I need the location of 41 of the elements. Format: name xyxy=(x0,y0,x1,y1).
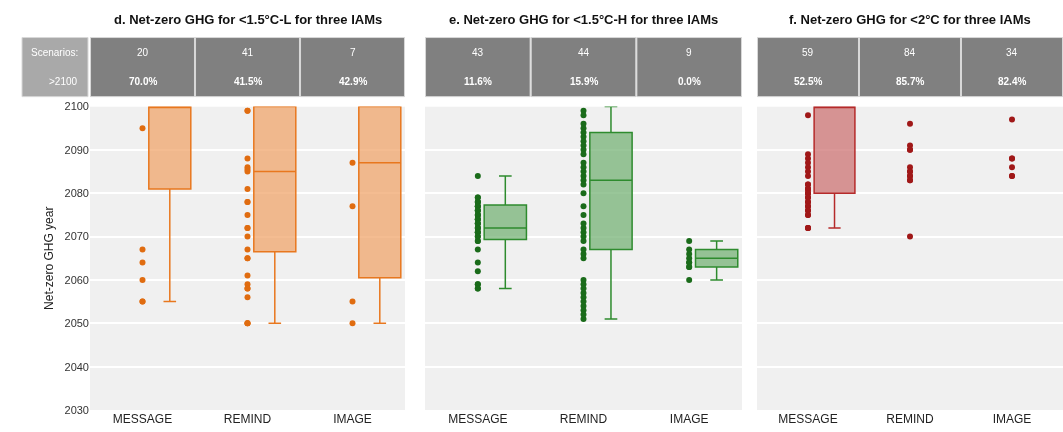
text: >2100 xyxy=(49,76,78,87)
x-tick-label: REMIND xyxy=(559,412,608,426)
text: 43 xyxy=(472,47,484,58)
x-tick-label: MESSAGE xyxy=(448,412,508,426)
text: 42.9% xyxy=(339,76,368,87)
y-tick-label: 2090 xyxy=(64,143,89,156)
y-tick-label: 2100 xyxy=(64,100,89,113)
y-tick-label: 2030 xyxy=(64,403,89,416)
x-tick-label: IMAGE xyxy=(669,412,709,426)
text: 15.9% xyxy=(570,76,599,87)
text: 7 xyxy=(350,47,356,58)
text: 34 xyxy=(1006,47,1018,58)
y-tick-label: 2040 xyxy=(64,360,89,373)
text: 20 xyxy=(137,47,149,58)
x-tick-label: MESSAGE xyxy=(112,412,173,426)
x-tick-label: IMAGE xyxy=(992,412,1032,426)
text: 84 xyxy=(904,47,916,58)
x-tick-label: IMAGE xyxy=(333,412,372,426)
text: Scenarios: xyxy=(31,47,79,58)
x-tick-label: MESSAGE xyxy=(778,412,838,426)
y-tick-label: 2070 xyxy=(64,230,89,243)
x-tick-label: REMIND xyxy=(886,412,934,426)
text: 70.0% xyxy=(129,76,158,87)
text: 59 xyxy=(802,47,814,58)
text: 9 xyxy=(686,47,692,58)
text: 41.5% xyxy=(234,76,263,87)
text: 52.5% xyxy=(794,76,823,87)
chart-title: d. Net-zero GHG for <1.5°C-L for three IAMs xyxy=(114,12,383,27)
text: 11.6% xyxy=(464,76,492,87)
text: 0.0% xyxy=(678,76,701,87)
y-tick-label: 2060 xyxy=(64,273,89,286)
text: 44 xyxy=(578,47,590,58)
y-tick-label: 2080 xyxy=(64,187,89,200)
chart-title: e. Net-zero GHG for <1.5°C-H for three IAMs xyxy=(449,12,719,27)
text: 85.7% xyxy=(896,76,925,87)
text: 41 xyxy=(242,47,254,58)
x-tick-label: REMIND xyxy=(223,412,272,426)
y-axis-title: Net-zero GHG year xyxy=(41,206,56,310)
y-tick-label: 2050 xyxy=(64,317,89,330)
text: 82.4% xyxy=(998,76,1027,87)
chart-title: f. Net-zero GHG for <2°C for three IAMs xyxy=(789,12,1031,27)
